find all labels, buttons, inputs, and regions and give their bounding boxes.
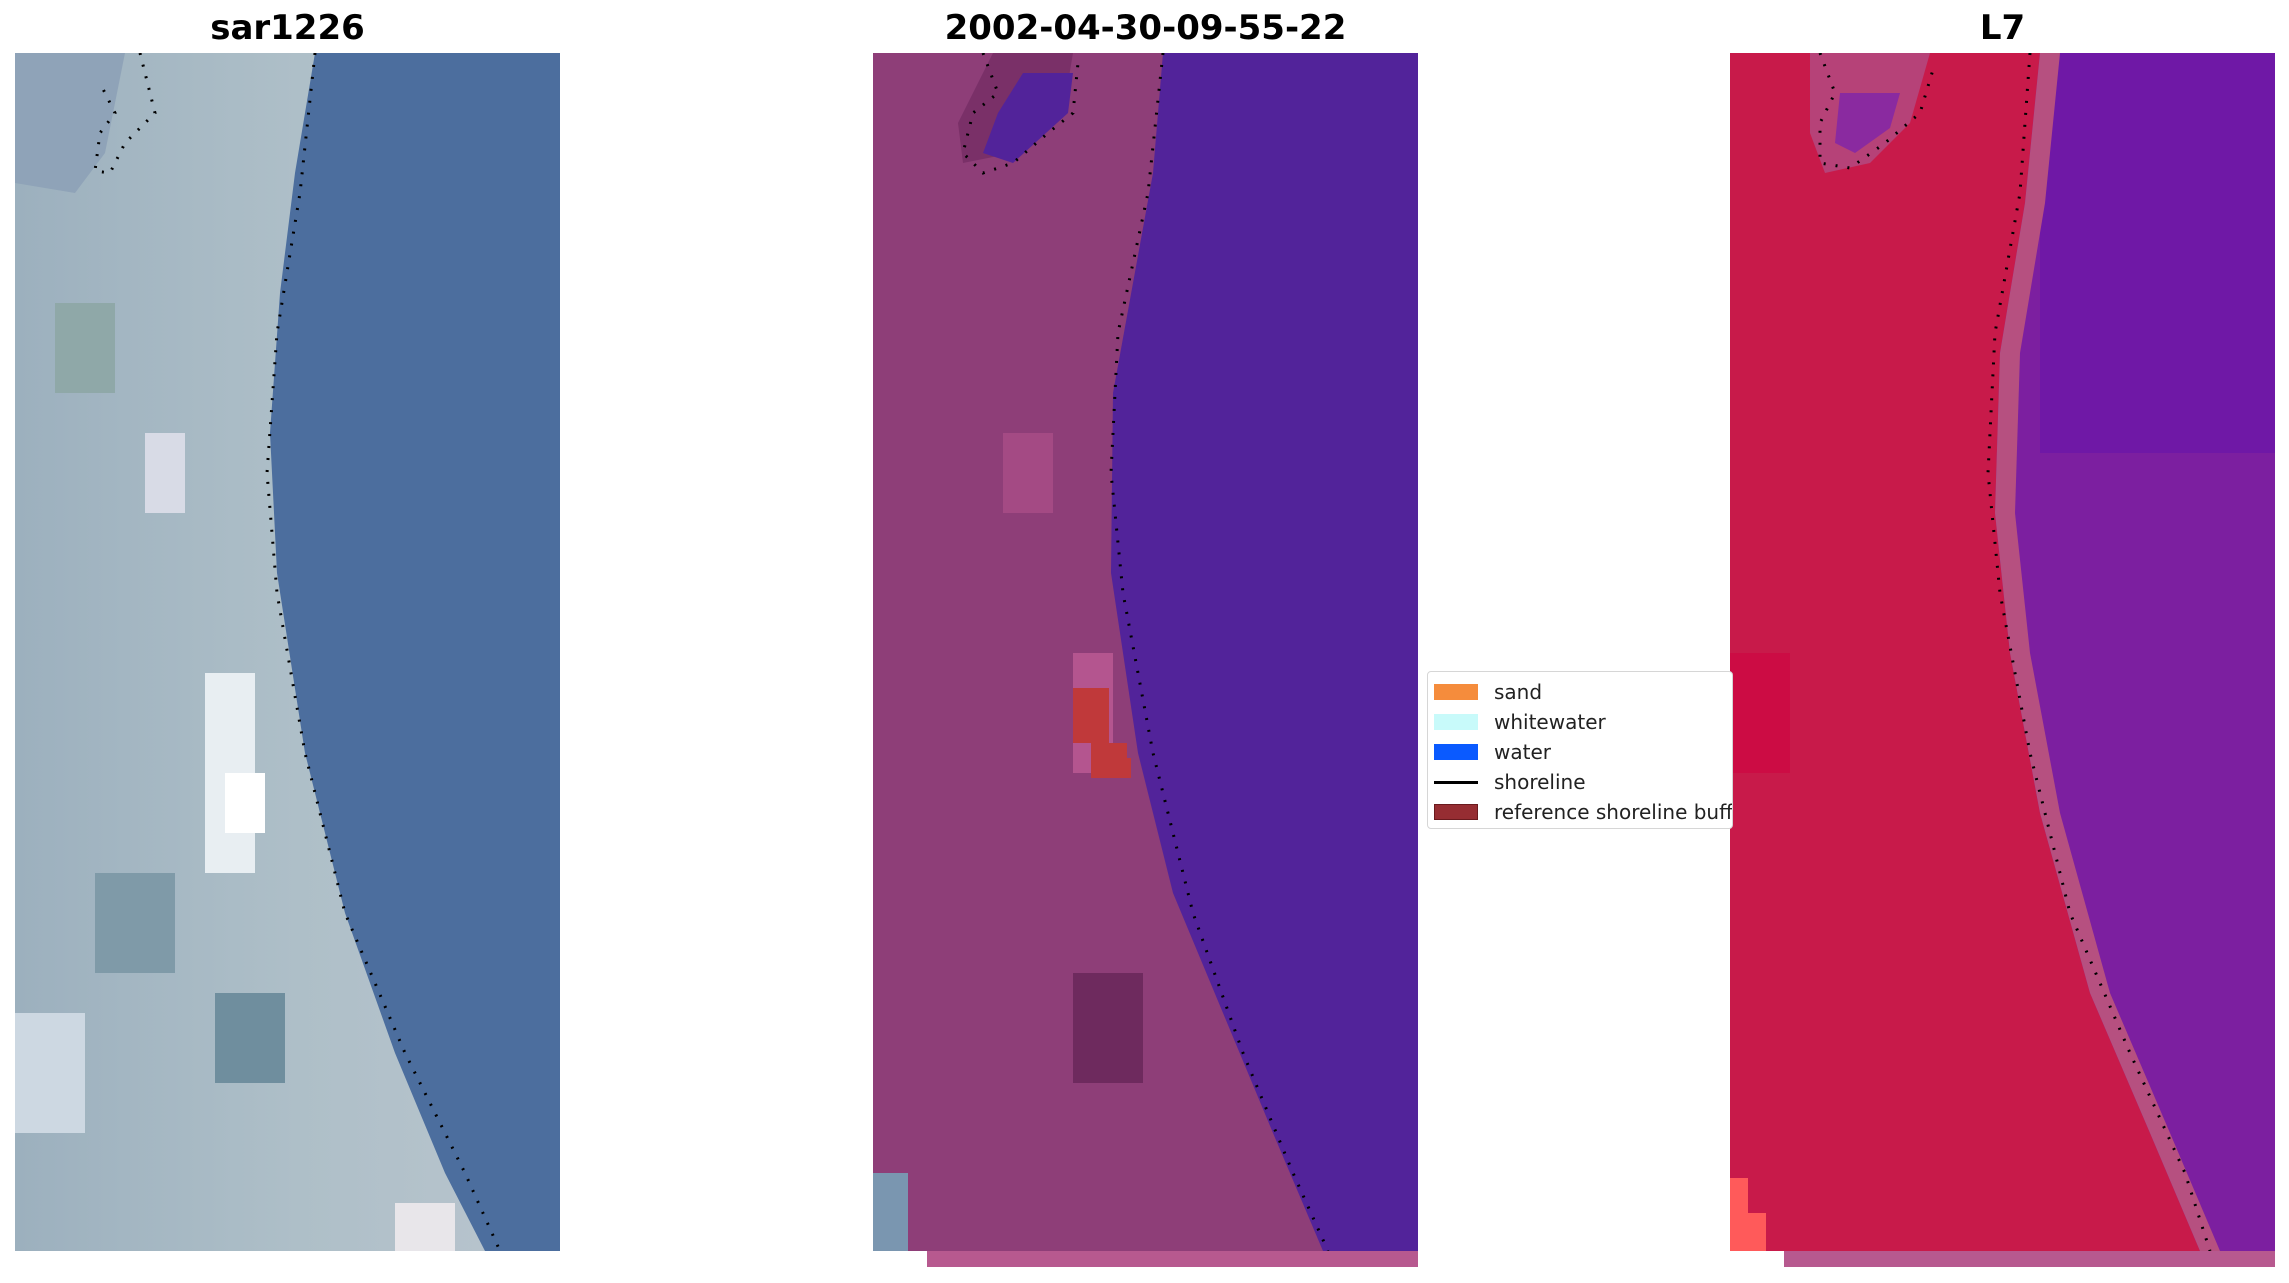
legend-swatch-reference-shoreline-buffer bbox=[1434, 804, 1478, 820]
panel-title-rgb: sar1226 bbox=[210, 8, 365, 48]
legend-swatch-sand bbox=[1434, 684, 1478, 700]
panel-title-classified: 2002-04-30-09-55-22 bbox=[944, 8, 1347, 48]
legend-swatch-whitewater bbox=[1434, 714, 1478, 730]
legend-swatch-water bbox=[1434, 744, 1478, 760]
legend-item-sand: sand bbox=[1434, 680, 1542, 704]
index-image-panel bbox=[1730, 53, 2275, 1251]
legend: sand whitewater water shoreline referenc… bbox=[1427, 671, 1733, 829]
legend-item-water: water bbox=[1434, 740, 1551, 764]
panel-title-index: L7 bbox=[1979, 8, 2026, 48]
classified-image bbox=[873, 53, 1418, 1251]
index-image bbox=[1730, 53, 2275, 1251]
rgb-image bbox=[15, 53, 560, 1251]
classified-bottom-strip bbox=[927, 1251, 1418, 1267]
legend-label-whitewater: whitewater bbox=[1494, 710, 1606, 734]
legend-line-shoreline bbox=[1434, 780, 1478, 784]
legend-label-reference-shoreline-buffer: reference shoreline buffer bbox=[1494, 800, 1733, 824]
index-bottom-strip bbox=[1784, 1251, 2275, 1267]
legend-item-reference-shoreline-buffer: reference shoreline buffer bbox=[1434, 800, 1733, 824]
legend-label-water: water bbox=[1494, 740, 1551, 764]
legend-label-shoreline: shoreline bbox=[1494, 770, 1586, 794]
rgb-image-panel bbox=[15, 53, 560, 1251]
classified-image-panel bbox=[873, 53, 1418, 1251]
legend-label-sand: sand bbox=[1494, 680, 1543, 704]
legend-item-shoreline: shoreline bbox=[1434, 770, 1586, 794]
legend-item-whitewater: whitewater bbox=[1434, 710, 1606, 734]
